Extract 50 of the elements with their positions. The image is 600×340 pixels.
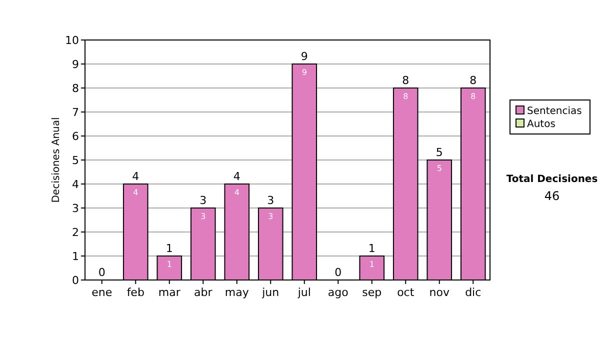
text: 46 — [544, 189, 560, 203]
total-label: 3 — [267, 194, 274, 207]
total-label: 8 — [402, 74, 410, 87]
total-label: 4 — [233, 170, 240, 183]
data-label: 8 — [470, 92, 476, 101]
y-tick-label: 3 — [72, 202, 79, 215]
y-axis-title: Decisiones Anual — [51, 117, 62, 203]
total-label: 8 — [470, 74, 477, 87]
x-tick-label: mar — [158, 286, 181, 299]
data-label: 4 — [234, 188, 240, 197]
data-label: 3 — [268, 212, 274, 221]
x-tick-label: sep — [362, 286, 382, 299]
text: Total Decisiones — [506, 174, 598, 185]
y-tick-label: 10 — [65, 34, 79, 47]
total-label: 5 — [436, 146, 443, 159]
data-label: 5 — [436, 164, 442, 173]
data-label: 4 — [133, 188, 138, 197]
data-label: 9 — [302, 68, 307, 77]
total-label: 3 — [200, 194, 207, 207]
y-tick-label: 4 — [72, 178, 79, 191]
y-tick-label: 5 — [72, 154, 79, 167]
x-tick-label: may — [224, 286, 250, 299]
data-label: 1 — [166, 260, 172, 269]
total-label: 0 — [334, 266, 342, 279]
y-tick-label: 2 — [72, 226, 79, 239]
y-tick-label: 7 — [72, 106, 79, 119]
x-tick-label: abr — [194, 286, 213, 299]
data-label: 1 — [369, 260, 374, 269]
data-label: 3 — [200, 212, 206, 221]
x-tick-label: ago — [328, 286, 349, 299]
y-tick-label: 6 — [72, 130, 79, 143]
total-label: 4 — [132, 170, 140, 183]
x-tick-label: dic — [465, 286, 482, 299]
x-tick-label: jun — [261, 286, 280, 299]
legend-label: Sentencias — [527, 106, 582, 117]
x-tick-label: ene — [92, 286, 112, 299]
x-tick-label: jul — [296, 286, 311, 299]
legend-label: Autos — [527, 119, 556, 130]
total-label: 0 — [98, 266, 106, 279]
data-label: 8 — [403, 92, 408, 101]
y-tick-label: 9 — [72, 58, 79, 71]
y-tick-label: 0 — [72, 274, 79, 287]
x-tick-label: nov — [429, 286, 450, 299]
total-label: 1 — [368, 242, 376, 255]
x-tick-label: oct — [397, 286, 415, 299]
total-label: 1 — [166, 242, 173, 255]
x-tick-label: feb — [126, 286, 144, 299]
y-tick-label: 8 — [72, 82, 79, 95]
total-label: 9 — [300, 50, 308, 63]
y-tick-label: 1 — [72, 250, 79, 263]
